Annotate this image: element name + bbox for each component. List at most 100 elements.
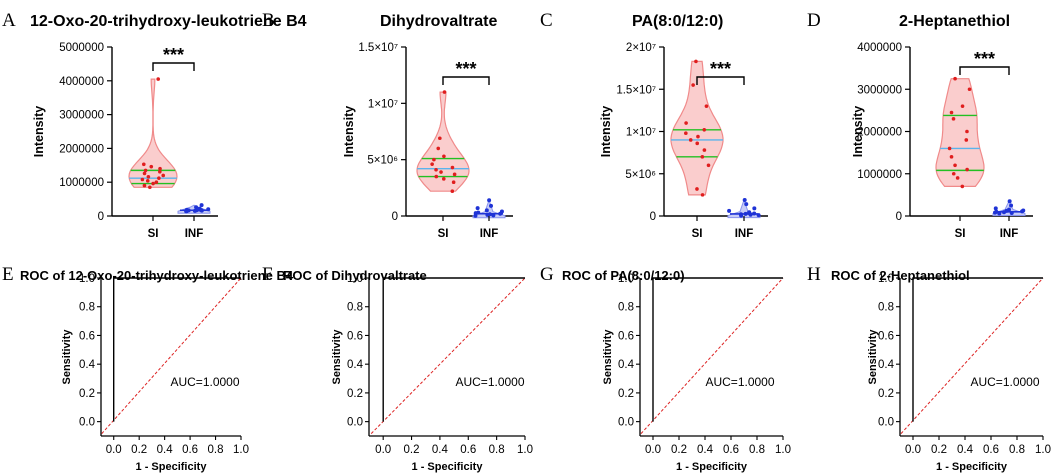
data-point xyxy=(143,168,148,173)
data-point xyxy=(742,197,747,202)
y-tick-label: 2000000 xyxy=(857,127,902,139)
y-tick-label: 5000000 xyxy=(59,42,104,54)
y-axis-label: Intensity xyxy=(599,106,613,157)
x-tick-label: INF xyxy=(185,228,204,240)
x-tick-label: 0.4 xyxy=(697,444,714,456)
violin-si xyxy=(670,59,724,197)
x-tick-label: INF xyxy=(735,228,754,240)
violin-body xyxy=(670,60,724,196)
significance-stars: *** xyxy=(710,59,731,79)
violin-inf xyxy=(472,198,506,219)
data-point xyxy=(475,206,480,211)
auc-annotation: AUC=1.0000 xyxy=(455,375,524,389)
data-point xyxy=(473,213,478,218)
x-tick-label: 0.2 xyxy=(671,444,687,456)
data-point xyxy=(960,104,965,108)
x-tick-label: INF xyxy=(1000,228,1019,240)
data-point xyxy=(488,203,493,208)
violin-body xyxy=(935,78,985,187)
y-tick-label: 4000000 xyxy=(59,76,104,88)
chart-title: 12-Oxo-20-trihydroxy-leukotriene B4 xyxy=(30,13,307,30)
data-point xyxy=(949,155,954,159)
roc-curve xyxy=(382,277,525,422)
x-tick-label: 0.6 xyxy=(460,444,476,456)
y-tick-label: 0 xyxy=(650,211,656,223)
data-point xyxy=(450,189,455,194)
data-point xyxy=(953,76,957,81)
reference-line xyxy=(900,277,1044,434)
data-point xyxy=(684,121,688,125)
y-tick-label: 5×10⁶ xyxy=(625,169,656,181)
data-point xyxy=(450,165,455,170)
y-axis-label: Intensity xyxy=(342,106,356,157)
data-point xyxy=(487,198,492,203)
roc-chart-f: F ROC of Dihydrovaltrate 0.0 0.2 0.4 0.6 0.8 1.… xyxy=(262,264,533,473)
data-point xyxy=(684,131,688,135)
data-point xyxy=(140,177,145,182)
y-tick-label: 0.6 xyxy=(618,330,634,342)
y-tick-label: 1×10⁷ xyxy=(626,127,656,139)
y-tick-label: 0 xyxy=(392,211,398,223)
roc-chart-g: G ROC of PA(8:0/12:0) 0.0 0.2 0.4 0.6 0.8 1.0 0.… xyxy=(540,264,791,473)
x-tick-label: 1.0 xyxy=(517,444,533,456)
data-point xyxy=(157,176,161,180)
data-point xyxy=(199,203,204,208)
auc-annotation: AUC=1.0000 xyxy=(170,375,239,389)
data-point xyxy=(1007,199,1012,204)
data-point xyxy=(148,185,152,190)
violin-inf xyxy=(177,203,211,214)
panel-label: F xyxy=(262,264,273,285)
y-axis-label: Sensitivity xyxy=(61,329,73,385)
data-point xyxy=(452,172,457,177)
x-tick-label: 0.4 xyxy=(432,444,449,456)
data-point xyxy=(965,129,969,134)
y-tick-label: 1.0 xyxy=(79,273,95,285)
data-point xyxy=(194,205,199,210)
data-point xyxy=(436,146,441,151)
y-tick-label: 3000000 xyxy=(857,84,902,96)
y-tick-label: 0.8 xyxy=(79,302,95,314)
y-axis-label: Sensitivity xyxy=(331,329,343,385)
panel-label: E xyxy=(2,264,14,285)
data-point xyxy=(951,117,956,121)
significance-stars: *** xyxy=(974,49,995,69)
significance-bracket xyxy=(959,66,1010,75)
y-tick-label: 1×10⁷ xyxy=(368,98,398,110)
y-tick-label: 0.6 xyxy=(79,330,95,342)
x-tick-label: 0.0 xyxy=(645,444,661,456)
data-point xyxy=(154,180,159,184)
x-tick-label: SI xyxy=(955,228,966,240)
data-point xyxy=(967,87,972,92)
data-point xyxy=(145,179,150,183)
data-point xyxy=(696,134,700,139)
data-point xyxy=(702,148,707,152)
data-point xyxy=(965,167,969,172)
chart-title: ROC of Dihydrovaltrate xyxy=(283,268,427,283)
y-tick-label: 1.0 xyxy=(347,273,363,285)
significance-bracket xyxy=(152,62,195,71)
y-tick-label: 1.0 xyxy=(878,273,894,285)
data-point xyxy=(141,162,146,167)
data-point xyxy=(430,162,434,166)
chart-title: 2-Heptanethiol xyxy=(899,13,1010,30)
y-tick-label: 0.6 xyxy=(878,330,894,342)
x-tick-label: 0.4 xyxy=(957,444,974,456)
x-tick-label: 0.8 xyxy=(1009,444,1025,456)
y-axis-label: Intensity xyxy=(851,106,865,157)
data-point xyxy=(434,174,439,179)
significance-stars: *** xyxy=(163,45,184,65)
data-point xyxy=(434,168,438,172)
y-axis-label: Intensity xyxy=(32,106,46,157)
data-point xyxy=(702,128,707,132)
roc-chart-h: H ROC of 2-Heptanethiol 0.0 0.2 0.4 0.6 0.8 1.0… xyxy=(807,264,1051,473)
data-point xyxy=(439,170,443,174)
reference-line xyxy=(640,277,784,434)
x-tick-label: 0.8 xyxy=(489,444,505,456)
y-tick-label: 0.4 xyxy=(79,359,96,371)
y-tick-label: 0.8 xyxy=(347,302,363,314)
data-point xyxy=(484,208,489,213)
y-tick-label: 0.4 xyxy=(878,359,895,371)
y-tick-label: 0.2 xyxy=(347,388,363,400)
violin-si xyxy=(416,90,470,194)
x-tick-label: 0.6 xyxy=(983,444,999,456)
